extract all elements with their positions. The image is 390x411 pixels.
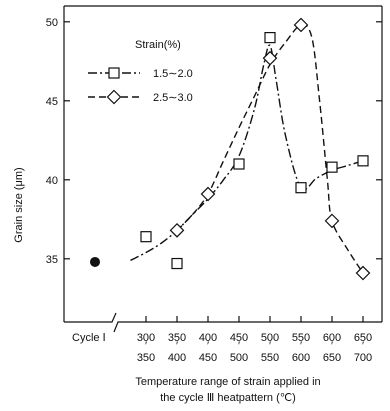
- cycle-one-point: [90, 256, 100, 267]
- y-axis: 35 40 45 50: [46, 17, 382, 266]
- series-1-point: [357, 155, 369, 167]
- x-tick-label-top: 650: [354, 332, 372, 344]
- legend-marker-1: [108, 67, 120, 79]
- x-tick-label-top: 300: [137, 332, 155, 344]
- x-tick-label-bottom: 550: [261, 352, 279, 364]
- x-tick-label-dash: ′: [362, 340, 364, 352]
- x-tick-label-bottom: 600: [292, 352, 310, 364]
- x-tick-label-dash: ′: [145, 340, 147, 352]
- series-2-point: [293, 17, 309, 33]
- x-axis-line-right: [113, 321, 382, 333]
- x-tick-label-bottom: 400: [168, 352, 186, 364]
- series-2-point: [200, 186, 216, 202]
- legend-marker-2: [106, 89, 122, 105]
- legend-label-1: 1.5∼2.0: [153, 68, 193, 80]
- series-1-point: [233, 158, 245, 170]
- y-tick-label: 35: [46, 254, 58, 266]
- series-1-point: [295, 182, 307, 194]
- x-tick-label-top: 350: [168, 332, 186, 344]
- x-tick-label-top: 450: [230, 332, 248, 344]
- series-1-point: [171, 257, 183, 270]
- x-axis-title-line2: the cycle Ⅲ heatpattern (℃): [160, 392, 296, 404]
- y-tick-label: 50: [46, 17, 58, 29]
- cycle-one-label: Cycle Ⅰ: [72, 332, 106, 344]
- x-axis: 300′350350′400400′450450′500500′550550′6…: [72, 316, 372, 364]
- series-2-point: [169, 223, 185, 238]
- x-tick-label-dash: ′: [269, 340, 271, 352]
- series-2-point: [262, 50, 278, 66]
- legend-label-2: 2.5∼3.0: [153, 92, 193, 104]
- y-axis-title: Grain size (μm): [13, 167, 25, 242]
- x-tick-label-top: 500: [261, 332, 279, 344]
- x-tick-label-top: 600: [323, 332, 341, 344]
- x-tick-label-bottom: 450: [199, 352, 217, 364]
- series-1-point: [264, 31, 276, 44]
- x-tick-label-top: 550: [292, 332, 310, 344]
- y-tick-label: 40: [46, 175, 58, 187]
- x-axis-line-left: [64, 312, 117, 323]
- series-1-point: [140, 231, 152, 243]
- x-tick-label-top: 400: [199, 332, 217, 344]
- x-tick-label-dash: ′: [207, 340, 209, 352]
- x-tick-label-bottom: 650: [323, 352, 341, 364]
- x-tick-label-bottom: 500: [230, 352, 248, 364]
- legend-title: Strain(%): [135, 39, 181, 51]
- x-axis-title-line1: Temperature range of strain applied in: [135, 376, 320, 388]
- y-tick-label: 45: [46, 96, 58, 108]
- series-2-point: [324, 213, 340, 229]
- x-tick-label-dash: ′: [176, 340, 178, 352]
- series-line-2: [176, 24, 364, 274]
- x-tick-label-dash: ′: [300, 340, 302, 352]
- x-tick-label-dash: ′: [331, 340, 333, 352]
- legend: Strain(%) 1.5∼2.0 2.5∼3.0: [88, 39, 193, 105]
- series-markers: [90, 17, 371, 281]
- series-1-point: [326, 161, 338, 173]
- plot-frame: [63, 5, 383, 333]
- x-tick-label-bottom: 700: [354, 352, 372, 364]
- x-tick-label-bottom: 350: [137, 352, 155, 364]
- series-curves: [130, 24, 364, 274]
- series-2-point: [355, 265, 371, 281]
- x-tick-label-dash: ′: [238, 340, 240, 352]
